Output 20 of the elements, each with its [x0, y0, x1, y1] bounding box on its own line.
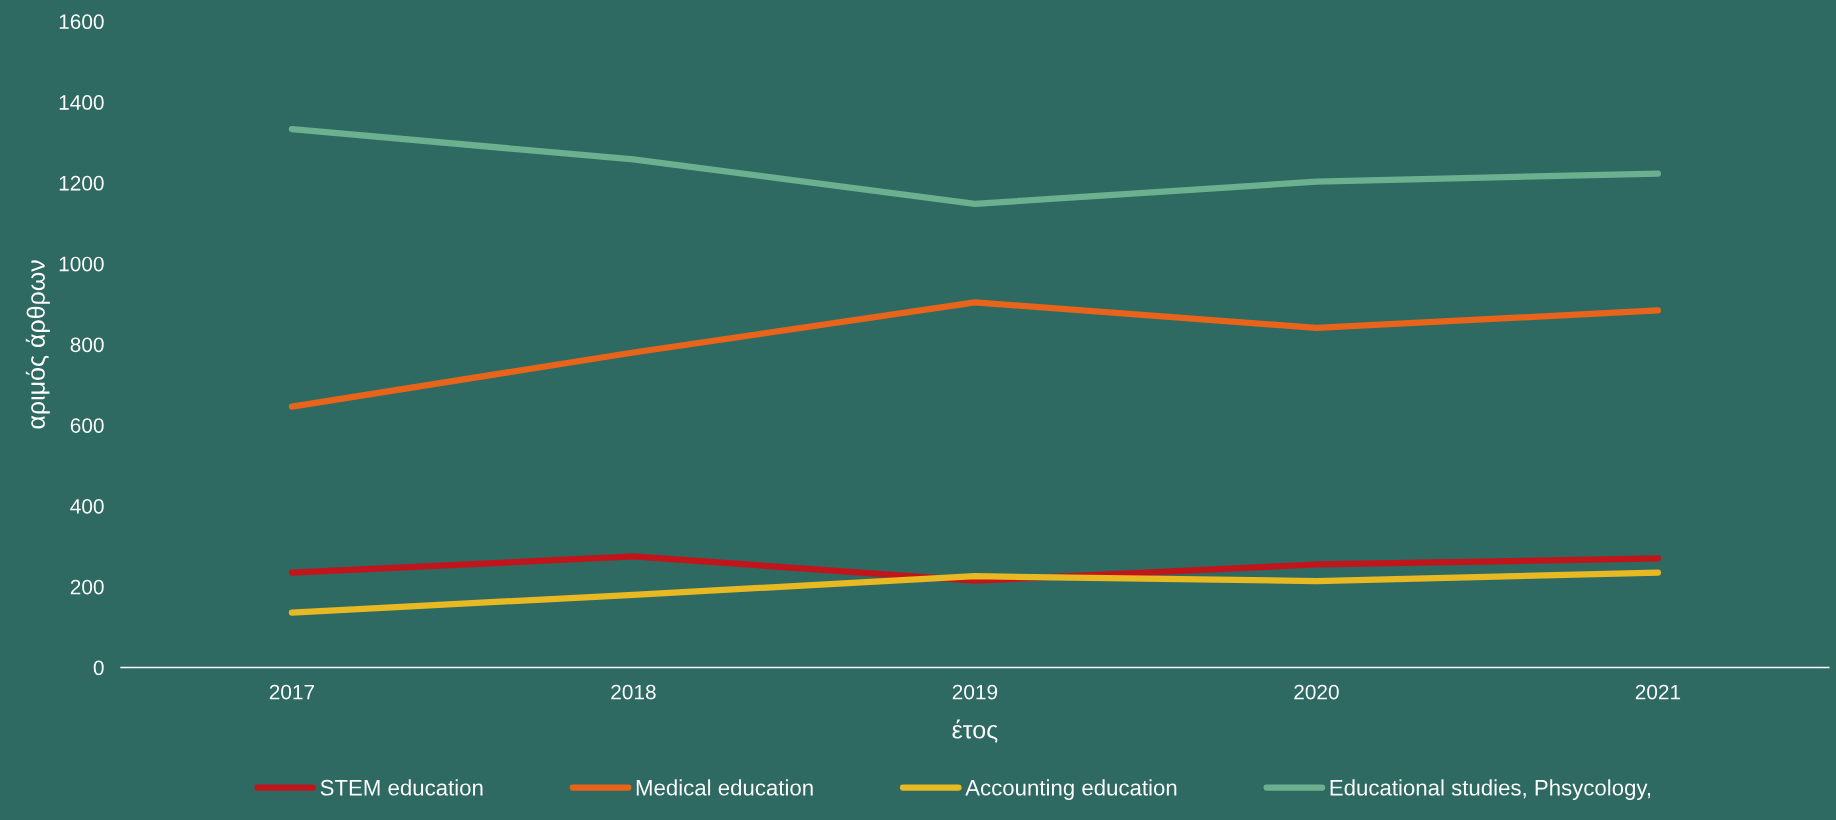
y-tick-label: 1200	[59, 175, 104, 191]
y-axis-title: αριμός άρθρων	[25, 260, 50, 429]
x-tick-label: 2020	[1294, 684, 1339, 700]
y-tick-label: 1400	[59, 95, 104, 110]
y-tick-label: 1000	[59, 256, 104, 272]
legend-label: STEM education	[320, 779, 483, 796]
x-tick-label: 2021	[1635, 684, 1681, 700]
y-tick-label: 800	[70, 337, 104, 353]
legend-label: Medical education	[636, 779, 813, 796]
x-tick-label: 2019	[952, 684, 998, 700]
x-tick-label: 2017	[269, 684, 315, 700]
y-tick-label: 200	[70, 579, 104, 595]
x-axis-title: έτος	[952, 719, 998, 743]
legend-label: Accounting education	[965, 779, 1177, 800]
y-tick-label: 400	[70, 498, 104, 514]
legend-label: Educational studies, Phsycology,	[1330, 779, 1651, 800]
x-tick-label: 2018	[611, 684, 656, 700]
y-tick-label: 0	[93, 660, 104, 676]
y-tick-label: 600	[70, 418, 104, 433]
y-tick-label: 1600	[59, 14, 104, 30]
